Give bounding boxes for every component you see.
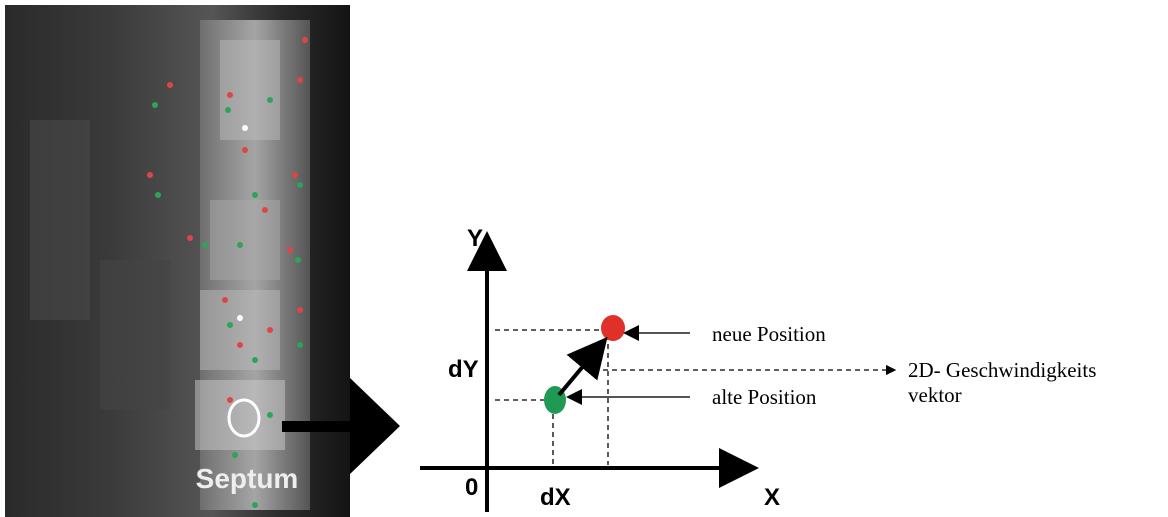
dy-label: dY xyxy=(448,356,479,383)
coordinate-diagram xyxy=(420,235,895,512)
vector-label: 2D- Geschwindigkeits xyxy=(908,358,1096,382)
dx-label: dX xyxy=(540,484,571,511)
x-axis-label: X xyxy=(764,484,780,511)
y-axis-label: Y xyxy=(467,225,483,252)
vector-label: vektor xyxy=(908,383,962,407)
figure: Septum Y X 0 dX dY neue Position alte Po… xyxy=(0,0,1168,517)
septum-label: Septum xyxy=(196,463,299,494)
ultrasound-image: Septum xyxy=(5,5,350,517)
origin-label: 0 xyxy=(465,474,478,501)
new-position-label: neue Position xyxy=(712,322,826,346)
old-position-label: alte Position xyxy=(712,385,817,409)
